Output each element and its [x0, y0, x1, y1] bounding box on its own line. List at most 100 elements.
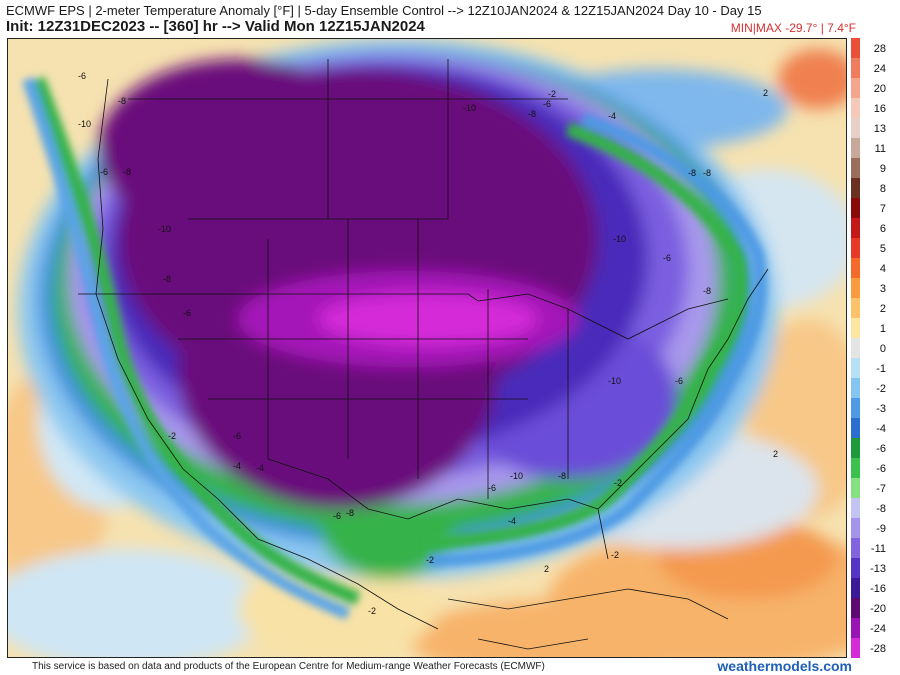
contour-label: 2 — [544, 564, 549, 574]
colorbar-tick-label: 28 — [874, 43, 886, 55]
contour-label: -4 — [608, 111, 616, 121]
colorbar-swatch — [851, 638, 860, 659]
colorbar-swatch — [851, 478, 860, 499]
colorbar-tick-label: 9 — [880, 163, 886, 175]
contour-label: -8 — [346, 508, 354, 518]
chart-title: ECMWF EPS | 2-meter Temperature Anomaly … — [6, 3, 762, 18]
contour-label: -6 — [675, 376, 683, 386]
colorbar-tick-label: 7 — [880, 203, 886, 215]
colorbar-tick-label: 5 — [880, 243, 886, 255]
colorbar-tick-label: -1 — [876, 363, 886, 375]
site-logo-text[interactable]: weathermodels.com — [717, 658, 852, 674]
colorbar-tick-label: -11 — [871, 543, 886, 555]
contour-label: -8 — [703, 286, 711, 296]
colorbar-tick-label: -24 — [870, 623, 886, 635]
map-canvas: -6-8-10-6 -8-10-8-6-10-8-6-2-4-8-10-6-8-1… — [8, 39, 846, 657]
colorbar-swatch — [851, 518, 860, 539]
ecmwf-notice: This service is based on data and produc… — [32, 661, 545, 672]
contour-label: -6 — [663, 253, 671, 263]
colorbar-tick-label: -16 — [870, 583, 886, 595]
contour-label: -6 — [78, 71, 86, 81]
colorbar-tick-label: 0 — [880, 343, 886, 355]
contour-label: -6 — [543, 99, 551, 109]
colorbar-swatch — [851, 618, 860, 639]
contour-label: -10 — [158, 224, 171, 234]
contour-labels: -6-8-10-6 -8-10-8-6-10-8-6-2-4-8-10-6-8-1… — [78, 71, 778, 616]
colorbar-tick-label: -20 — [870, 603, 886, 615]
colorbar-tick-label: -4 — [876, 423, 886, 435]
contour-label: -2 — [548, 89, 556, 99]
colorbar-tick-label: -28 — [870, 643, 886, 655]
colorbar-swatch — [851, 438, 860, 459]
colorbar-swatch — [851, 138, 860, 159]
colorbar-swatch — [851, 58, 860, 79]
colorbar-tick-label: 1 — [880, 323, 886, 335]
contour-label: -6 — [333, 511, 341, 521]
colorbar-swatch — [851, 258, 860, 279]
contour-label: -8 — [558, 471, 566, 481]
colorbar-swatch — [851, 38, 860, 59]
contour-label: -8 — [688, 168, 696, 178]
colorbar-swatch — [851, 458, 860, 479]
colorbar-swatch — [851, 218, 860, 239]
colorbar-tick-label: 13 — [874, 123, 886, 135]
contour-label: -8 — [528, 109, 536, 119]
contour-label: -6 — [100, 167, 108, 177]
colorbar-tick-label: -3 — [876, 403, 886, 415]
colorbar-tick-label: -13 — [870, 563, 886, 575]
colorbar-swatch — [851, 178, 860, 199]
colorbar-swatch — [851, 498, 860, 519]
contour-label: -10 — [463, 103, 476, 113]
min-max-readout: MIN|MAX -29.7° | 7.4°F — [730, 21, 856, 35]
contour-label: -2 — [168, 431, 176, 441]
contour-label: -2 — [611, 550, 619, 560]
colorbar-swatch — [851, 598, 860, 619]
colorbar-tick-label: 11 — [875, 143, 886, 155]
colorbar-svg: 28 24 20 16 13 11 9 8 7 6 5 4 3 2 1 0 -1 -2 -3 -4 -6 -6 -7 -8 -9… — [851, 38, 886, 659]
colorbar-swatch — [851, 118, 860, 139]
colorbar-swatch — [851, 158, 860, 179]
colorbar-swatch — [851, 298, 860, 319]
contour-label: -8 — [703, 168, 711, 178]
colorbar-swatch — [851, 558, 860, 579]
colorbar-tick-label: -8 — [876, 503, 886, 515]
contour-label: -10 — [78, 119, 91, 129]
colorbar-tick-label: 16 — [874, 103, 886, 115]
contour-label: -10 — [613, 234, 626, 244]
colorbar-legend: 28 24 20 16 13 11 9 8 7 6 5 4 3 2 1 0 -1 -2 -3 -4 -6 -6 -7 -8 -9… — [851, 38, 900, 659]
colorbar-tick-label: 4 — [880, 263, 886, 275]
colorbar-swatch — [851, 78, 860, 99]
anomaly-map: -6 -8 -10 -6 -8 -10 -8 -6 -10 -8 -6 -2 -4 -8 -10 -6 -8 -1… — [7, 38, 847, 658]
colorbar-tick-label: -7 — [876, 483, 886, 495]
contour-label: 2 — [763, 88, 768, 98]
colorbar-tick-label: 8 — [880, 183, 886, 195]
colorbar-tick-label: -9 — [876, 523, 886, 535]
contour-label: -4 — [508, 516, 516, 526]
colorbar-tick-label: -6 — [876, 443, 886, 455]
colorbar-tick-label: 24 — [874, 63, 886, 75]
contour-label: -8 — [163, 274, 171, 284]
contour-label: -2 — [426, 555, 434, 565]
colorbar-tick-label: -6 — [876, 463, 886, 475]
colorbar-swatch — [851, 98, 860, 119]
colorbar-swatch — [851, 238, 860, 259]
colorbar-swatch — [851, 418, 860, 439]
colorbar-tick-label: 6 — [880, 223, 886, 235]
contour-label: -6 — [183, 308, 191, 318]
colorbar-swatch — [851, 578, 860, 599]
contour-label: -6 — [488, 483, 496, 493]
colorbar-swatch — [851, 278, 860, 299]
contour-label: -2 — [368, 606, 376, 616]
contour-label: -10 — [510, 471, 523, 481]
colorbar-swatch — [851, 338, 860, 359]
colorbar-tick-label: 3 — [880, 283, 886, 295]
colorbar-swatch — [851, 198, 860, 219]
contour-label: -10 — [608, 376, 621, 386]
init-valid-line: Init: 12Z31DEC2023 -- [360] hr --> Valid… — [6, 18, 425, 35]
political-boundaries — [78, 59, 769, 650]
contour-label: -4 — [233, 461, 241, 471]
colorbar-tick-label: 20 — [874, 83, 886, 95]
colorbar-swatch — [851, 378, 860, 399]
colorbar-swatch — [851, 358, 860, 379]
colorbar-tick-label: -2 — [876, 383, 886, 395]
